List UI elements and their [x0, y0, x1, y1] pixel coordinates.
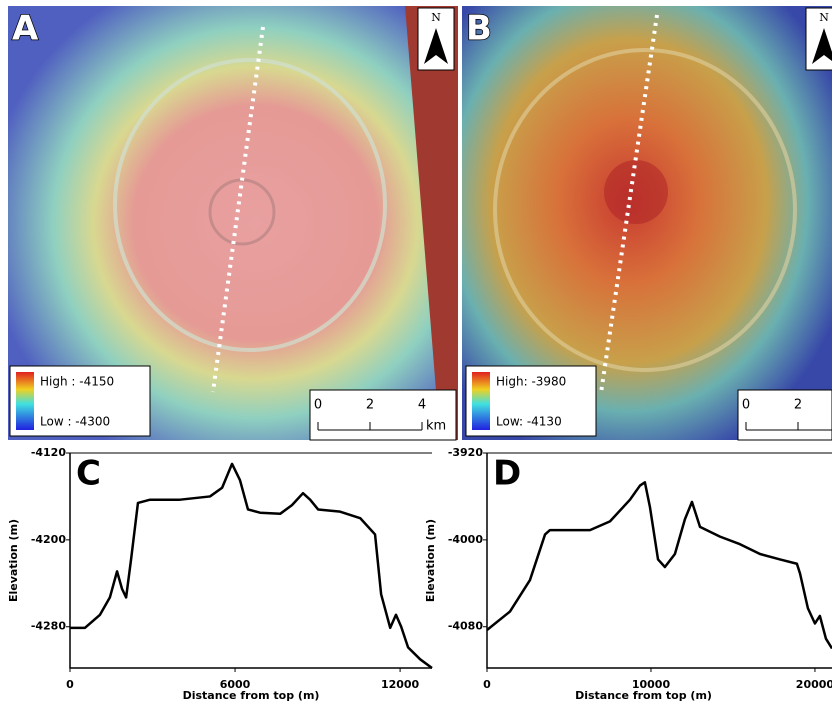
legend-low: Low: -4130	[496, 415, 562, 429]
x-tick-label: 12000	[381, 678, 420, 691]
x-tick-label: 20000	[796, 678, 832, 691]
scale-unit: km	[426, 419, 446, 434]
x-axis-title: Distance from top (m)	[575, 689, 712, 702]
map-image-b	[462, 6, 832, 440]
scale-label: 2	[794, 398, 802, 413]
y-axis-title: Elevation (m)	[7, 519, 20, 602]
y-axis-title: Elevation (m)	[424, 519, 437, 602]
panel-label: A	[12, 9, 39, 49]
scale-label: 0	[742, 398, 750, 413]
north-box	[805, 7, 832, 71]
north-label: N	[431, 11, 441, 24]
panel-label: B	[466, 9, 492, 49]
y-tick-label: -4000	[448, 533, 484, 546]
x-tick-label: 0	[483, 678, 491, 691]
legend-ramp	[16, 372, 34, 430]
north-arrow	[424, 28, 448, 64]
legend-high: High: -3980	[496, 375, 566, 389]
north-arrow	[812, 28, 832, 64]
legend-low: Low : -4300	[40, 415, 110, 429]
y-tick-label: -4120	[31, 446, 67, 459]
y-tick-label: -4200	[31, 533, 67, 546]
chart-label: C	[76, 454, 101, 494]
y-tick-label: -4280	[31, 620, 67, 633]
scale-label: 4	[418, 398, 426, 413]
scale-box	[309, 389, 457, 441]
profile-line	[486, 481, 832, 650]
x-axis-title: Distance from top (m)	[183, 689, 320, 702]
north-label: N	[819, 11, 829, 24]
legend-ramp	[472, 372, 490, 430]
legend-high: High : -4150	[40, 375, 114, 389]
y-tick-label: -3920	[448, 446, 484, 459]
x-tick-label: 0	[66, 678, 74, 691]
x-tick-label: 6000	[220, 678, 251, 691]
x-tick-label: 10000	[632, 678, 671, 691]
chart-label: D	[493, 454, 521, 494]
scale-label: 0	[314, 398, 322, 413]
profile-line	[70, 462, 433, 670]
scale-box	[737, 389, 832, 441]
scale-label: 2	[366, 398, 374, 413]
y-tick-label: -4080	[448, 620, 484, 633]
